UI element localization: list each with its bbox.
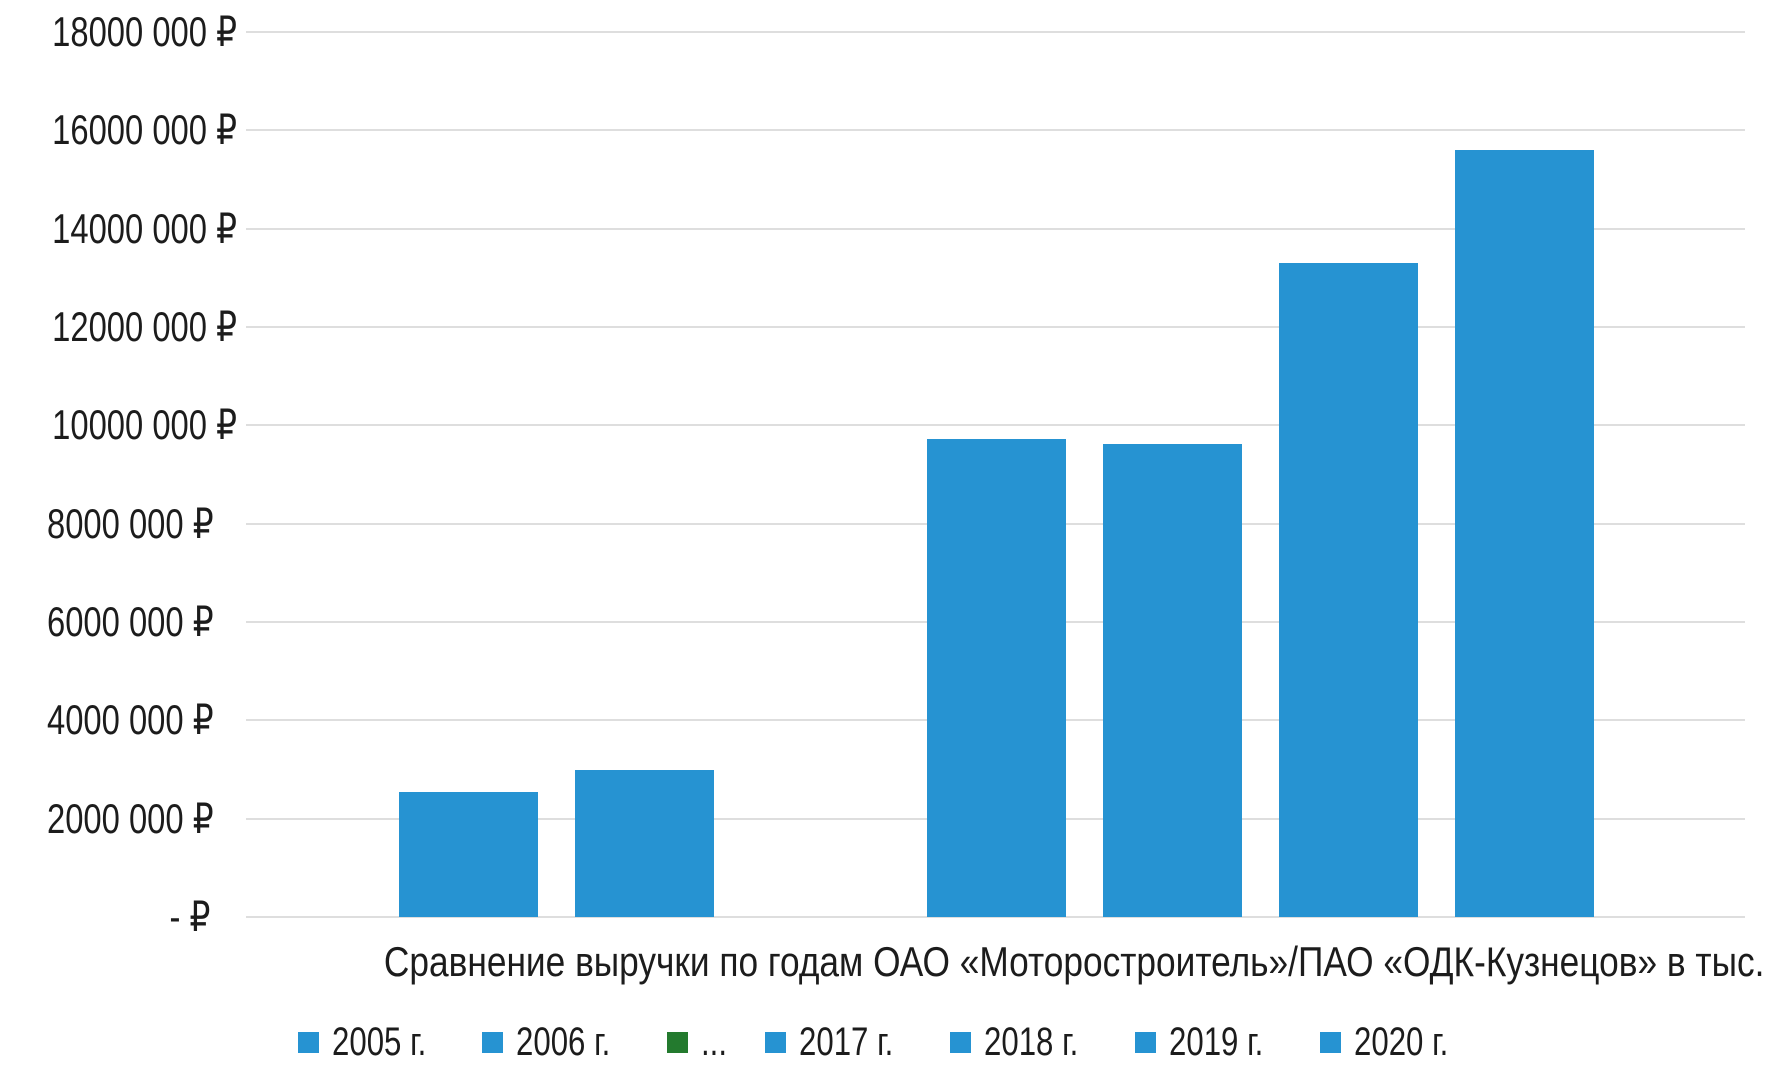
y-tick-label-10000000: 10000 000 ₽	[0, 400, 237, 450]
legend-item-2020: 2020 г.	[1319, 1018, 1475, 1066]
y-tick-label-12000000: 12000 000 ₽	[0, 302, 237, 352]
legend-label-2020: 2020 г.	[1353, 1020, 1448, 1064]
legend-label-2018: 2018 г.	[983, 1020, 1078, 1064]
gridline-18000000	[246, 31, 1745, 33]
y-tick-text: 4000 000 ₽	[46, 696, 214, 744]
chart-title-text: Сравнение выручки по годам ОАО «Моторост…	[383, 938, 1772, 985]
legend-label-2017: 2017 г.	[798, 1020, 894, 1064]
y-tick-label-16000000: 16000 000 ₽	[0, 105, 237, 155]
legend-item-2017: 2017 г.	[764, 1018, 920, 1066]
legend-swatch-icon	[1319, 1031, 1341, 1053]
y-tick-text: 18000 000 ₽	[52, 8, 237, 55]
gridline-0	[246, 916, 1745, 918]
legend-label-2019: 2019 г.	[1168, 1020, 1263, 1064]
y-tick-label-6000000: 6000 000 ₽	[0, 597, 214, 647]
bar-2018	[1103, 444, 1242, 917]
y-tick-label-4000000: 4000 000 ₽	[0, 695, 214, 745]
bar-2006	[575, 769, 714, 917]
y-tick-label-14000000: 14000 000 ₽	[0, 204, 237, 254]
gridline-12000000	[246, 326, 1745, 328]
legend-item-2005: 2005 г.	[297, 1018, 453, 1066]
legend-swatch-icon	[1134, 1031, 1156, 1053]
y-tick-label-8000000: 8000 000 ₽	[0, 499, 214, 549]
y-tick-text: 14000 000 ₽	[52, 204, 237, 252]
legend-item-ellipsis: ...	[667, 1018, 734, 1066]
legend-label-2005: 2005 г.	[331, 1020, 426, 1064]
legend-item-2018: 2018 г.	[949, 1018, 1105, 1066]
legend-swatch-icon	[667, 1031, 689, 1053]
y-tick-text: 6000 000 ₽	[46, 598, 214, 645]
gridline-14000000	[246, 227, 1745, 230]
chart-title: Сравнение выручки по годам ОАО «Моторост…	[246, 936, 1772, 988]
y-tick-text: 16000 000 ₽	[52, 106, 237, 154]
y-tick-text: 8000 000 ₽	[46, 499, 214, 547]
bar-2020	[1455, 150, 1594, 917]
gridline-10000000	[246, 424, 1745, 427]
y-tick-text: 2000 000 ₽	[46, 794, 214, 842]
legend-swatch-icon	[482, 1031, 504, 1053]
bar-2017	[927, 439, 1066, 917]
gridline-16000000	[246, 129, 1745, 132]
bar-2019	[1279, 263, 1418, 917]
legend-swatch-icon	[764, 1031, 786, 1053]
bar-2005	[399, 791, 538, 917]
y-tick-label-2000000: 2000 000 ₽	[0, 794, 214, 844]
legend-label-2006: 2006 г.	[516, 1020, 611, 1064]
legend: 2005 г. 2006 г.... 2017 г. 2018 г. 2019 г. 20…	[0, 1014, 1772, 1070]
y-tick-text: 10000 000 ₽	[52, 401, 237, 449]
legend-swatch-icon	[949, 1031, 971, 1053]
legend-item-2019: 2019 г.	[1134, 1018, 1290, 1066]
y-tick-label-18000000: 18000 000 ₽	[0, 7, 237, 57]
y-tick-text: - ₽	[169, 893, 210, 940]
legend-swatch-icon	[297, 1031, 319, 1053]
y-tick-text: 12000 000 ₽	[52, 303, 237, 350]
legend-label-ellipsis: ...	[701, 1020, 728, 1064]
legend-item-2006: 2006 г.	[482, 1018, 637, 1066]
y-tick-label-0: - ₽	[0, 892, 210, 942]
